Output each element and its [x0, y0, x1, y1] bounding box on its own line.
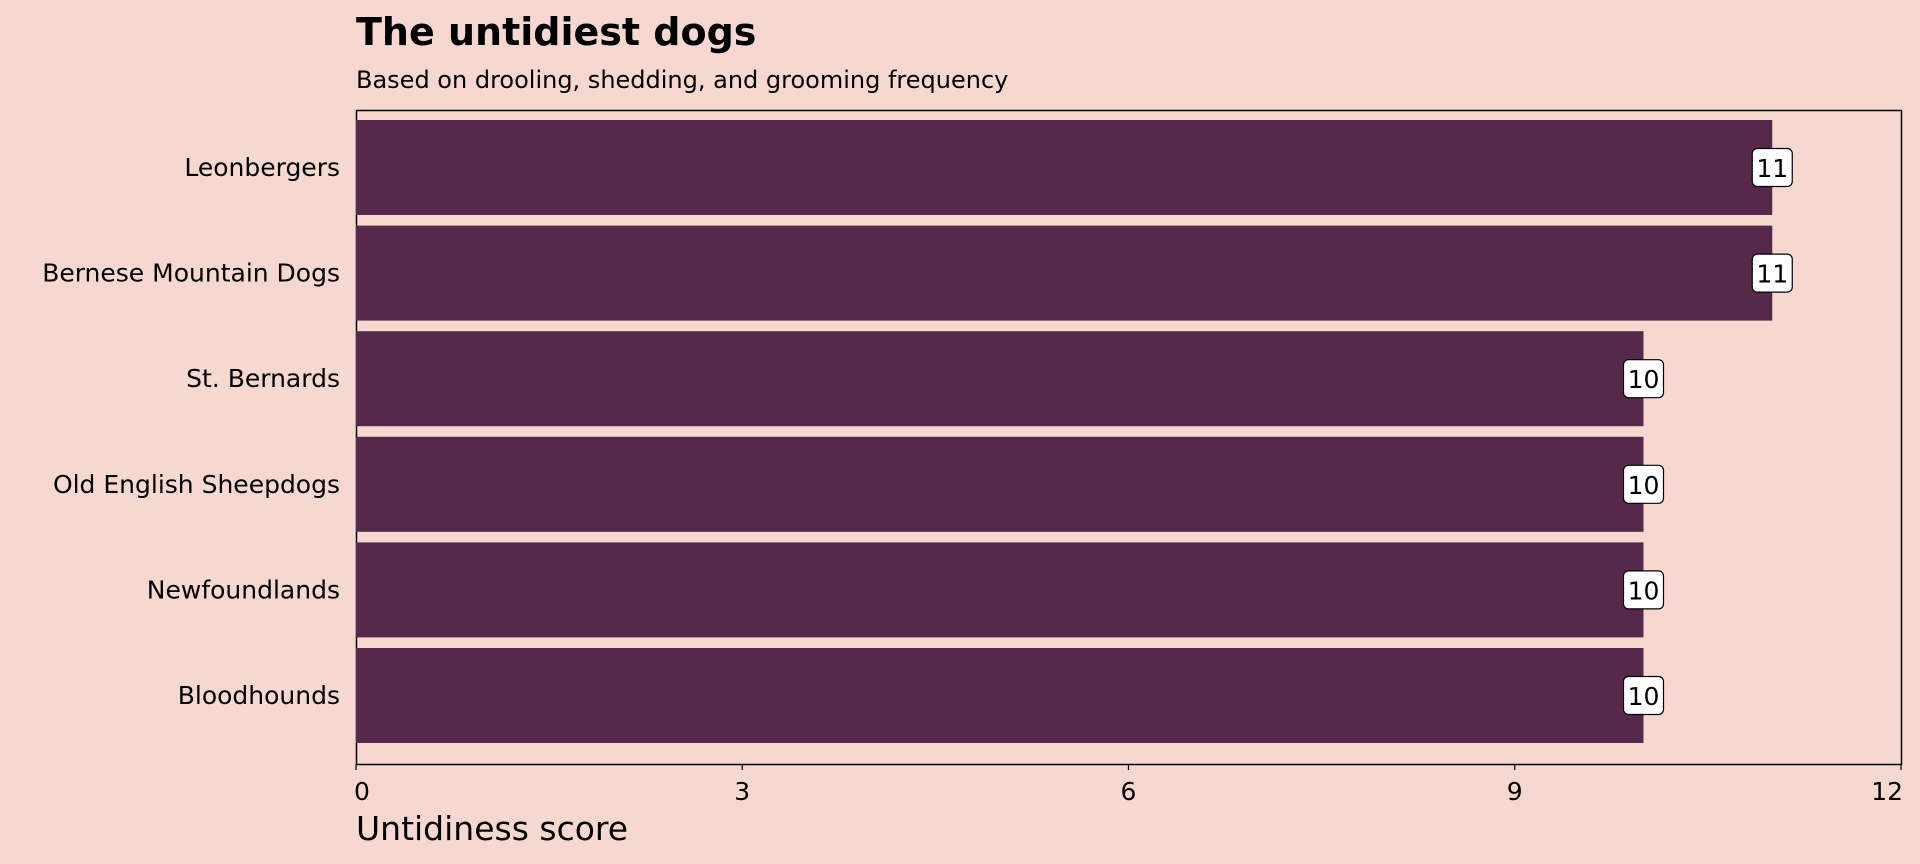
bar	[356, 120, 1773, 215]
bar	[356, 331, 1644, 427]
x-axis-ticks: 0 3 6 9 12	[354, 764, 1903, 806]
value-label-box	[1622, 359, 1665, 399]
value-label: 11	[1756, 154, 1788, 183]
x-tick-label: 0	[354, 777, 370, 806]
value-label: 11	[1756, 260, 1788, 289]
x-tick-label: 6	[1121, 777, 1137, 806]
value-label: 10	[1628, 471, 1660, 500]
bar	[356, 648, 1644, 743]
value-label-box	[1622, 675, 1665, 716]
bar	[356, 225, 1773, 321]
category-label: Leonbergers	[184, 153, 340, 182]
value-label-box	[1622, 464, 1665, 504]
category-label: Newfoundlands	[147, 575, 340, 604]
bar	[356, 436, 1644, 532]
chart-title: The untidiest dogs	[356, 10, 757, 54]
category-labels: Leonbergers Bernese Mountain Dogs St. Bern…	[42, 153, 340, 710]
x-tick-label: 3	[734, 777, 750, 806]
bars-layer	[356, 120, 1773, 743]
value-label-box	[1751, 147, 1793, 188]
bar	[356, 542, 1644, 638]
category-label: Old English Sheepdogs	[53, 470, 340, 499]
value-label: 10	[1628, 682, 1660, 711]
x-tick-label: 12	[1871, 777, 1903, 806]
value-label-box	[1622, 570, 1665, 610]
x-axis-title: Untidiness score	[356, 809, 628, 848]
value-label-box	[1751, 253, 1793, 293]
value-label: 10	[1628, 576, 1660, 605]
category-label: St. Bernards	[186, 364, 340, 393]
value-label: 10	[1628, 365, 1660, 394]
chart-subtitle: Based on drooling, shedding, and groomin…	[356, 66, 1009, 94]
x-tick-label: 9	[1507, 777, 1523, 806]
category-label: Bernese Mountain Dogs	[42, 259, 340, 288]
value-labels: 11 11 10 10 10 10	[1622, 147, 1793, 716]
category-label: Bloodhounds	[178, 681, 340, 710]
